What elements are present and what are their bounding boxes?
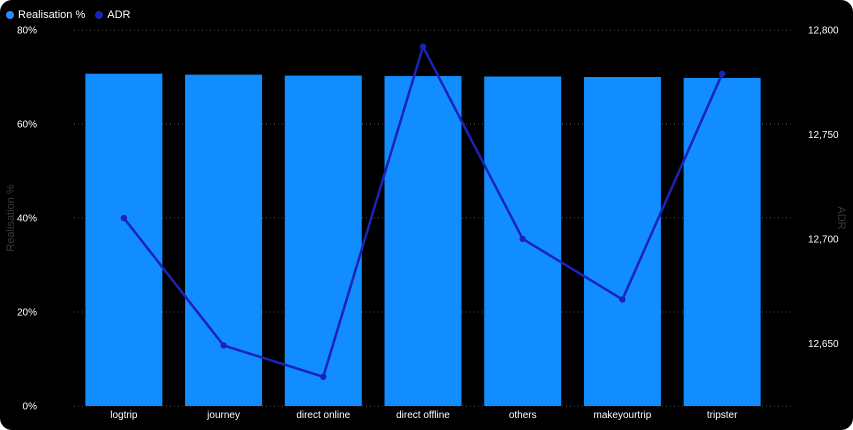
legend-label-adr: ADR (107, 9, 131, 21)
bar (85, 73, 163, 407)
right-axis-title: ADR (835, 206, 847, 229)
right-tick-label: 12,800 (808, 26, 839, 37)
x-tick-label: direct online (296, 410, 350, 421)
x-tick-label: journey (206, 410, 240, 421)
adr-point (419, 43, 427, 50)
legend: Realisation % ADR (6, 7, 131, 23)
left-axis-title: Realisation % (5, 184, 17, 251)
legend-marker-adr (95, 11, 104, 19)
x-tick-label: direct offline (396, 410, 450, 421)
adr-point (320, 373, 327, 380)
x-tick-label: makeyourtrip (594, 410, 652, 421)
left-tick-label: 80% (17, 26, 37, 37)
adr-point (519, 235, 526, 243)
x-tick-label: others (509, 410, 537, 421)
adr-point (120, 214, 128, 222)
right-tick-label: 12,750 (808, 130, 839, 141)
legend-item-adr[interactable]: ADR (95, 9, 131, 21)
right-tick-label: 12,650 (808, 339, 839, 350)
x-tick-label: tripster (707, 410, 738, 421)
adr-point (718, 70, 726, 78)
bar (384, 76, 462, 406)
x-tick-label: logtrip (110, 410, 138, 421)
bar (185, 74, 263, 407)
left-axis: 0% 20% 40% 60% 80% (17, 26, 37, 413)
left-tick-label: 20% (17, 308, 37, 319)
adr-point (619, 296, 626, 303)
right-axis: 12,650 12,700 12,750 12,800 (808, 26, 839, 350)
legend-label-realisation: Realisation % (18, 9, 86, 21)
adr-line (120, 43, 726, 380)
legend-marker-realisation (6, 11, 14, 19)
bar (683, 77, 761, 406)
legend-item-realisation[interactable]: Realisation % (6, 9, 85, 21)
left-tick-label: 40% (17, 214, 37, 225)
bars (85, 73, 761, 407)
right-tick-label: 12,700 (808, 234, 839, 245)
adr-point (220, 342, 227, 349)
bar (284, 75, 362, 406)
left-tick-label: 60% (17, 120, 37, 131)
left-tick-label: 0% (23, 402, 38, 413)
x-axis: logtrip journey direct online direct offlin… (110, 410, 738, 421)
